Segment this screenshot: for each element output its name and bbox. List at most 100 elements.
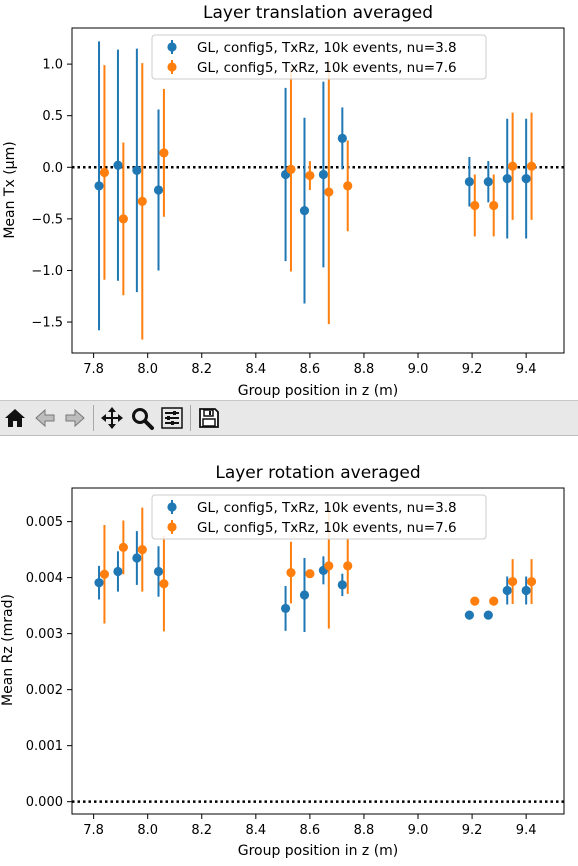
x-tick-label: 9.4: [516, 823, 537, 838]
legend-marker: [167, 522, 177, 532]
x-tick-label: 8.0: [137, 823, 158, 838]
y-tick-label: 0.0: [42, 161, 63, 176]
save-icon: [199, 408, 219, 428]
translation-chart: Layer translation averaged Group positio…: [2, 3, 565, 399]
pan-icon: [101, 407, 123, 429]
data-point: [132, 553, 142, 563]
legend-marker: [167, 42, 177, 52]
home-icon: [5, 409, 25, 427]
data-point: [286, 164, 296, 174]
data-point: [299, 206, 310, 216]
x-tick-label: 7.8: [83, 362, 104, 377]
legend: GL, config5, TxRz, 10k events, nu=3.8 GL,…: [151, 494, 487, 540]
x-tick-label: 9.0: [408, 823, 429, 838]
legend-marker: [167, 502, 177, 512]
legend-label: GL, config5, TxRz, 10k events, nu=3.8: [197, 40, 457, 56]
x-tick-label: 7.8: [83, 823, 104, 838]
data-point: [299, 590, 310, 600]
x-tick-label: 8.0: [137, 362, 158, 377]
data-point: [113, 566, 123, 577]
x-axis-label: Group position in z (m): [238, 383, 399, 399]
y-tick-label: 0.002: [26, 683, 63, 698]
x-tick-label: 8.4: [245, 362, 266, 377]
y-tick-label: 0.000: [26, 795, 63, 810]
series-1: [94, 41, 531, 331]
x-tick-label: 8.6: [300, 362, 321, 377]
data-point: [337, 133, 347, 143]
y-axis-label: Mean Rz (mrad): [0, 594, 16, 706]
rotation-chart: Layer rotation averaged Group position i…: [0, 463, 565, 859]
data-point: [470, 596, 480, 606]
y-tick-label: 0.003: [26, 627, 63, 642]
y-tick-label: 0.001: [26, 739, 63, 754]
configure-subplots-icon: [161, 407, 183, 429]
x-tick-label: 9.2: [462, 823, 483, 838]
x-tick-label: 8.4: [245, 823, 266, 838]
navigation-toolbar: [0, 400, 578, 436]
pan-button[interactable]: [98, 404, 126, 432]
data-point: [470, 200, 480, 211]
data-point: [99, 569, 110, 579]
data-point: [113, 160, 123, 170]
forward-button[interactable]: [61, 404, 89, 432]
zoom-icon: [132, 408, 154, 430]
legend: GL, config5, TxRz, 10k events, nu=3.8 GL,…: [151, 34, 487, 80]
legend-box: [151, 34, 487, 80]
save-button[interactable]: [195, 404, 223, 432]
y-tick-label: 1.0: [42, 58, 63, 73]
x-tick-label: 9.4: [516, 362, 537, 377]
data-point: [286, 567, 296, 578]
data-point: [137, 545, 147, 555]
y-tick-label: 0.004: [26, 571, 63, 586]
data-point: [343, 561, 353, 571]
y-tick-label: 0.5: [42, 109, 63, 124]
chart-title: Layer rotation averaged: [215, 463, 420, 483]
data-point: [159, 148, 169, 158]
data-point: [280, 603, 291, 614]
forward-icon: [65, 408, 85, 428]
data-point: [153, 185, 164, 195]
data-point: [464, 177, 474, 187]
data-point: [526, 576, 537, 587]
back-icon: [35, 408, 55, 428]
y-tick-label: −1.5: [31, 316, 63, 331]
data-point: [305, 170, 315, 181]
data-point: [137, 196, 147, 206]
data-point: [94, 181, 104, 191]
data-point: [118, 542, 128, 552]
zoom-button[interactable]: [128, 404, 156, 432]
data-point: [521, 585, 531, 596]
y-tick-label: 0.005: [26, 515, 63, 530]
series-1: [94, 531, 531, 632]
series-2: [99, 59, 537, 340]
rotation-figure: Layer rotation averaged Group position i…: [0, 440, 578, 862]
legend-label: GL, config5, TxRz, 10k events, nu=7.6: [197, 520, 457, 536]
x-tick-label: 8.8: [354, 362, 375, 377]
data-point: [324, 561, 334, 571]
back-button[interactable]: [31, 404, 59, 432]
data-point: [483, 610, 493, 620]
home-button[interactable]: [1, 404, 29, 432]
data-point: [483, 177, 493, 187]
legend-box: [151, 494, 487, 540]
data-point: [94, 578, 104, 588]
y-axis-label: Mean Tx (μm): [2, 141, 18, 238]
data-point: [305, 569, 315, 579]
configure-subplots-button[interactable]: [158, 404, 186, 432]
data-point: [337, 580, 347, 590]
data-point: [159, 579, 169, 589]
data-point: [153, 566, 164, 577]
x-tick-label: 9.0: [408, 362, 429, 377]
legend-label: GL, config5, TxRz, 10k events, nu=7.6: [197, 60, 457, 76]
data-point: [526, 161, 537, 171]
y-tick-label: −0.5: [31, 212, 63, 227]
data-point: [508, 576, 518, 587]
translation-figure: Layer translation averaged Group positio…: [0, 0, 578, 400]
x-tick-label: 8.2: [191, 362, 212, 377]
data-point: [318, 169, 329, 180]
data-point: [118, 214, 128, 224]
data-point: [489, 596, 499, 606]
y-tick-label: −1.0: [31, 264, 63, 279]
plot-frame: [71, 27, 565, 354]
data-point: [343, 181, 353, 191]
